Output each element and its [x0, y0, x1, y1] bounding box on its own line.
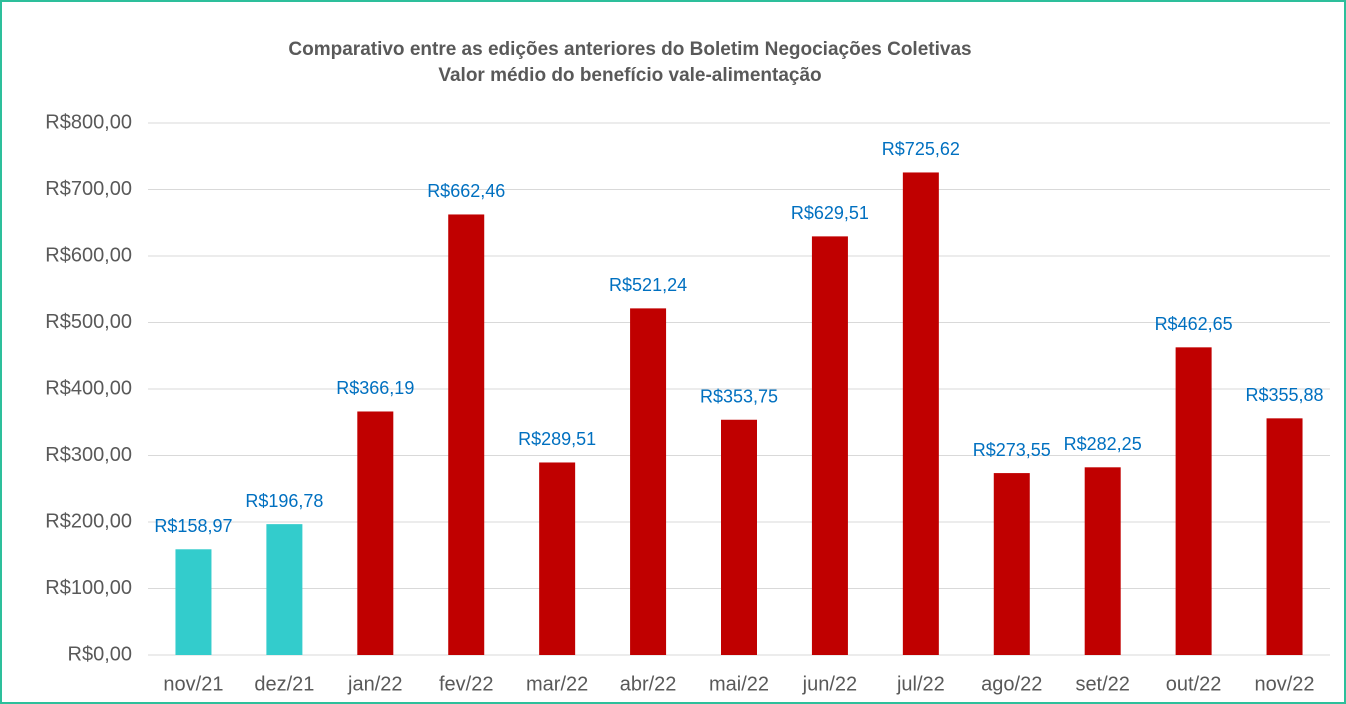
data-label: R$366,19	[336, 378, 414, 398]
data-label: R$662,46	[427, 181, 505, 201]
data-label: R$355,88	[1245, 385, 1323, 405]
bar	[721, 419, 757, 655]
chart-title: Comparativo entre as edições anteriores …	[288, 39, 971, 60]
data-label: R$462,65	[1155, 314, 1233, 334]
y-tick-label: R$200,00	[45, 510, 132, 532]
chart-subtitle: Valor médio do benefício vale-alimentaçã…	[438, 65, 821, 86]
data-label: R$158,97	[154, 516, 232, 536]
bar	[357, 411, 394, 655]
y-tick-label: R$600,00	[45, 244, 132, 266]
bar	[539, 462, 576, 655]
y-tick-label: R$800,00	[45, 111, 132, 133]
data-label: R$282,25	[1064, 434, 1142, 454]
bar	[175, 549, 212, 655]
x-tick-label: fev/22	[439, 673, 493, 695]
x-tick-label: set/22	[1075, 673, 1129, 695]
x-tick-label: out/22	[1166, 673, 1222, 695]
x-tick-label: mar/22	[526, 673, 588, 695]
bar	[1084, 467, 1121, 655]
bar	[902, 172, 939, 655]
bar	[811, 236, 848, 655]
x-tick-label: ago/22	[981, 673, 1042, 695]
bar	[1175, 347, 1212, 655]
y-tick-label: R$400,00	[45, 377, 132, 399]
x-tick-label: dez/21	[254, 673, 314, 695]
x-tick-label: abr/22	[620, 673, 677, 695]
y-tick-label: R$700,00	[45, 178, 132, 200]
bar	[630, 308, 667, 655]
x-tick-label: nov/21	[163, 673, 223, 695]
data-label: R$629,51	[791, 203, 869, 223]
bar	[448, 214, 485, 655]
x-tick-label: mai/22	[709, 673, 769, 695]
bar	[993, 473, 1030, 655]
x-tick-label: nov/22	[1255, 673, 1315, 695]
data-label: R$273,55	[973, 440, 1051, 460]
x-tick-label: jun/22	[802, 673, 858, 695]
data-label: R$196,78	[245, 491, 323, 511]
y-tick-label: R$100,00	[45, 577, 132, 599]
bar	[1266, 418, 1303, 655]
data-label: R$353,75	[700, 387, 778, 407]
data-label: R$725,62	[882, 139, 960, 159]
x-tick-label: jul/22	[896, 673, 945, 695]
y-tick-label: R$0,00	[68, 643, 133, 665]
x-tick-label: jan/22	[347, 673, 403, 695]
y-tick-label: R$300,00	[45, 444, 132, 466]
y-tick-label: R$500,00	[45, 311, 132, 333]
bar	[266, 524, 303, 655]
data-label: R$289,51	[518, 429, 596, 449]
data-label: R$521,24	[609, 275, 687, 295]
